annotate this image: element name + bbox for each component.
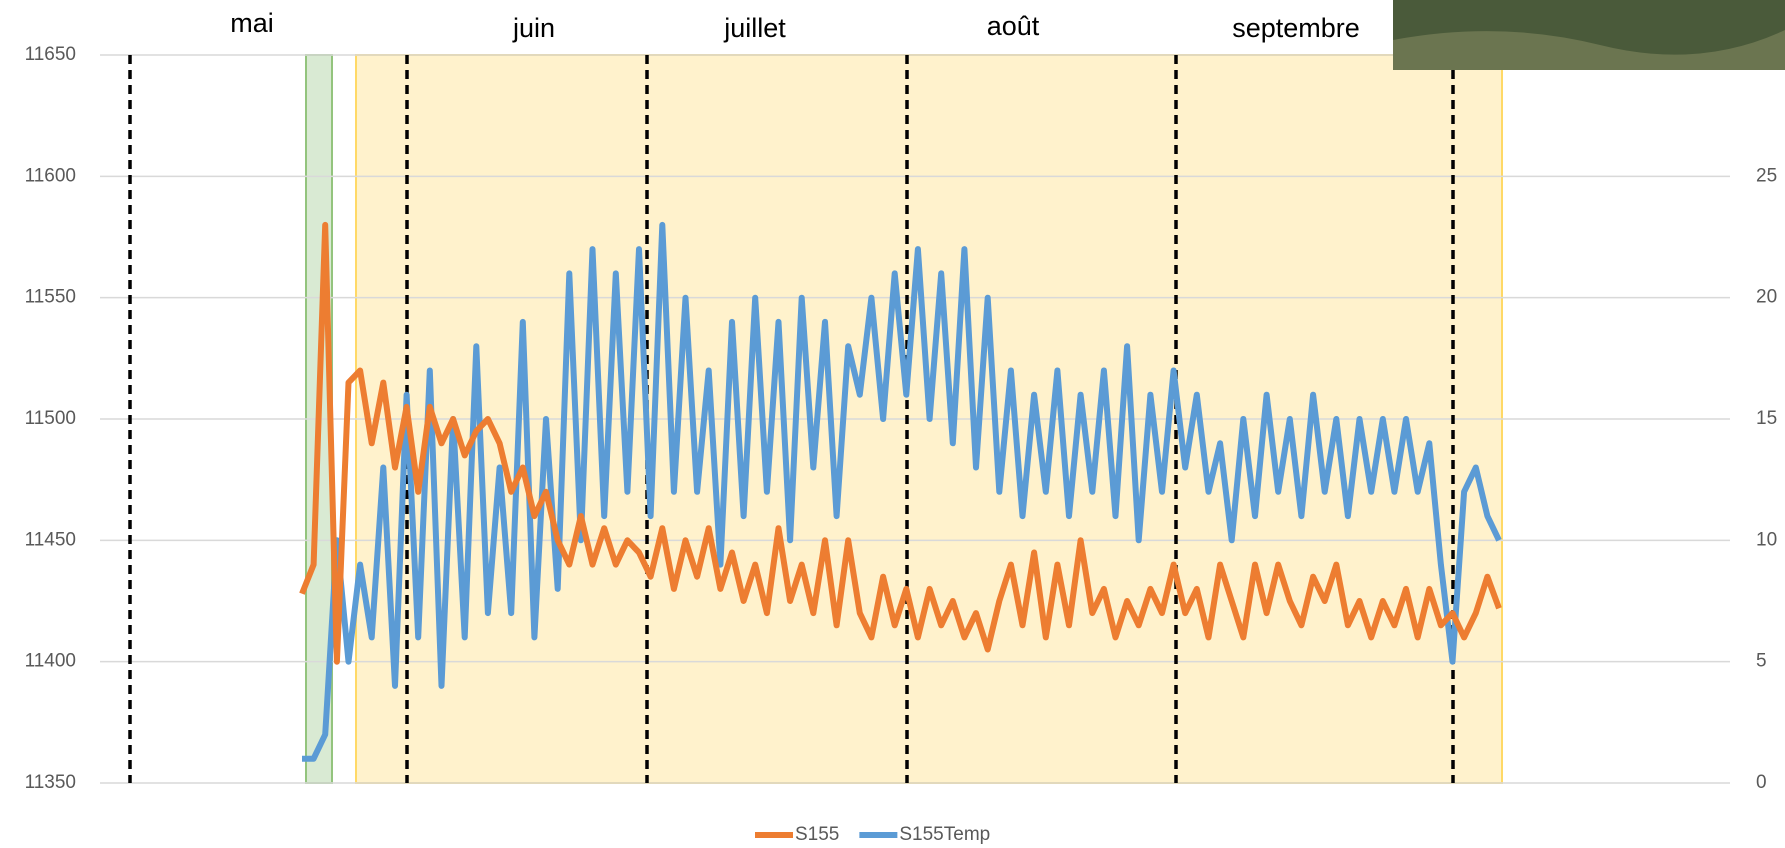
legend-label: S155Temp — [899, 824, 990, 845]
series-line — [302, 221, 1502, 762]
y-tick-label: 11500 — [25, 408, 76, 429]
month-label: août — [987, 11, 1040, 41]
month-label: juin — [512, 13, 555, 43]
y2-tick-label: 25 — [1756, 165, 1777, 186]
legend-label: S155 — [795, 824, 839, 845]
y2-tick-label: 15 — [1756, 408, 1777, 429]
y-tick-label: 11400 — [25, 651, 76, 672]
y-tick-label: 11450 — [25, 529, 76, 550]
y2-tick-label: 10 — [1756, 529, 1777, 550]
y-tick-label: 11650 — [25, 44, 76, 65]
y-tick-label: 11350 — [25, 772, 76, 793]
y2-tick-label: 20 — [1756, 287, 1777, 308]
month-label: mai — [230, 8, 274, 38]
y2-tick-label: 5 — [1756, 651, 1767, 672]
y2-tick-label: 0 — [1756, 772, 1767, 793]
y-tick-label: 11600 — [25, 165, 76, 186]
series-line — [299, 221, 1502, 665]
y-tick-label: 11550 — [25, 287, 76, 308]
month-label: septembre — [1232, 13, 1360, 43]
thumbnail-detail — [1393, 30, 1785, 70]
month-label: juillet — [723, 13, 786, 43]
